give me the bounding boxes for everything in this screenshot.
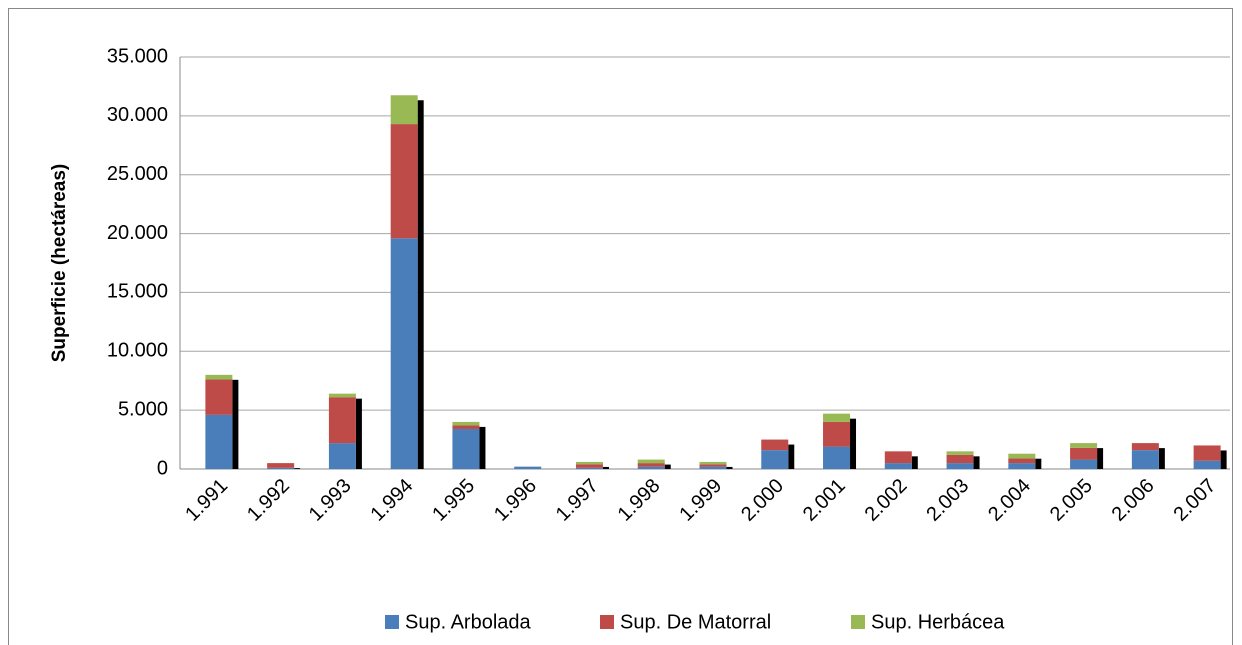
bar-segment <box>1131 443 1159 451</box>
bar-shadow <box>602 466 609 469</box>
legend-label: Sup. Arbolada <box>405 611 532 633</box>
bar-shadow <box>232 379 239 469</box>
y-tick-label: 15.000 <box>107 281 168 303</box>
bar-segment <box>575 464 603 468</box>
bar-segment <box>328 397 356 444</box>
bar-shadow <box>1158 448 1165 469</box>
bar-segment <box>1131 450 1159 469</box>
x-tick-label: 1.991 <box>181 475 232 526</box>
bar-segment <box>575 461 603 465</box>
bar-segment <box>699 461 727 465</box>
bar-shadow <box>664 464 671 469</box>
bar-shadow <box>355 398 362 469</box>
x-tick-label: 1.993 <box>305 475 356 526</box>
legend-label: Sup. Herbácea <box>871 611 1005 633</box>
bar-segment <box>823 413 851 422</box>
bar-segment <box>328 393 356 398</box>
x-tick-label: 1.994 <box>366 475 417 526</box>
bar-segment <box>514 466 542 469</box>
bar-segment <box>637 466 665 469</box>
x-tick-label: 1.998 <box>614 475 665 526</box>
y-tick-label: 25.000 <box>107 163 168 185</box>
x-tick-label: 2.002 <box>861 475 912 526</box>
bar-shadow <box>417 100 424 469</box>
bar-shadow <box>973 456 980 469</box>
x-tick-label: 2.003 <box>922 475 973 526</box>
y-tick-label: 0 <box>157 457 168 479</box>
bar-shadow <box>294 468 301 469</box>
bar-segment <box>267 467 295 469</box>
bar-segment <box>699 466 727 469</box>
bar-segment <box>328 443 356 469</box>
bar-segment <box>205 374 233 380</box>
legend-label: Sup. De Matorral <box>620 611 771 633</box>
bar-shadow <box>1035 458 1042 469</box>
y-tick-label: 20.000 <box>107 222 168 244</box>
legend-swatch <box>385 615 399 629</box>
bar-segment <box>637 459 665 464</box>
bar-segment <box>205 379 233 415</box>
x-tick-label: 1.992 <box>243 475 294 526</box>
y-tick-label: 35.000 <box>107 45 168 67</box>
bar-segment <box>452 425 480 429</box>
x-tick-label: 1.995 <box>428 475 479 526</box>
bar-segment <box>575 467 603 469</box>
x-tick-label: 1.996 <box>490 475 541 526</box>
bar-segment <box>884 463 912 469</box>
bar-segment <box>1193 460 1221 469</box>
bar-segment <box>452 421 480 426</box>
bar-segment <box>1070 443 1098 448</box>
bar-segment <box>1008 453 1036 459</box>
x-tick-label: 2.000 <box>737 475 788 526</box>
bar-shadow <box>726 466 733 469</box>
bar-segment <box>946 454 974 464</box>
bar-segment <box>1008 463 1036 469</box>
bar-segment <box>761 439 789 451</box>
bar-shadow <box>1220 450 1227 469</box>
y-tick-label: 5.000 <box>118 398 168 420</box>
bar-shadow <box>850 418 857 469</box>
bar-shadow <box>1097 448 1104 469</box>
bar-segment <box>823 421 851 447</box>
legend-swatch <box>851 615 865 629</box>
bar-shadow <box>479 426 486 469</box>
bar-shadow <box>788 444 795 469</box>
x-tick-label: 1.999 <box>675 475 726 526</box>
y-tick-label: 10.000 <box>107 340 168 362</box>
y-axis-label: Superficie (hectáreas) <box>49 164 70 363</box>
bar-segment <box>452 428 480 469</box>
bar-segment <box>823 446 851 469</box>
bar-shadow <box>911 456 918 469</box>
x-tick-label: 1.997 <box>552 475 603 526</box>
bar-segment <box>1070 459 1098 469</box>
bar-segment <box>761 450 789 469</box>
bar-segment <box>884 451 912 464</box>
legend-swatch <box>600 615 614 629</box>
x-tick-label: 2.007 <box>1169 475 1220 526</box>
bar-segment <box>390 238 418 469</box>
x-tick-label: 2.005 <box>1046 475 1097 526</box>
bar-segment <box>1008 458 1036 464</box>
bar-segment <box>637 463 665 467</box>
bar-segment <box>946 451 974 455</box>
bar-segment <box>1070 447 1098 460</box>
x-tick-label: 2.006 <box>1108 475 1159 526</box>
bar-segment <box>946 463 974 469</box>
bar-segment <box>205 414 233 469</box>
y-tick-label: 30.000 <box>107 104 168 126</box>
x-tick-label: 2.001 <box>799 475 850 526</box>
x-tick-label: 2.004 <box>984 475 1035 526</box>
bar-segment <box>390 124 418 239</box>
bar-segment <box>390 95 418 125</box>
bar-segment <box>1193 445 1221 461</box>
chart-frame <box>8 8 1233 645</box>
bar-segment <box>267 463 295 468</box>
bar-segment <box>699 464 727 467</box>
